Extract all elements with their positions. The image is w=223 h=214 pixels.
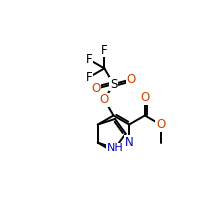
Text: F: F <box>85 53 92 66</box>
Text: O: O <box>140 91 149 104</box>
Text: S: S <box>110 78 117 91</box>
Text: F: F <box>85 71 92 84</box>
Text: O: O <box>126 73 136 86</box>
Text: O: O <box>100 93 109 106</box>
Text: F: F <box>101 44 108 57</box>
Text: O: O <box>91 82 101 95</box>
Text: N: N <box>125 136 134 149</box>
Text: NH: NH <box>107 143 123 153</box>
Text: O: O <box>156 118 165 131</box>
